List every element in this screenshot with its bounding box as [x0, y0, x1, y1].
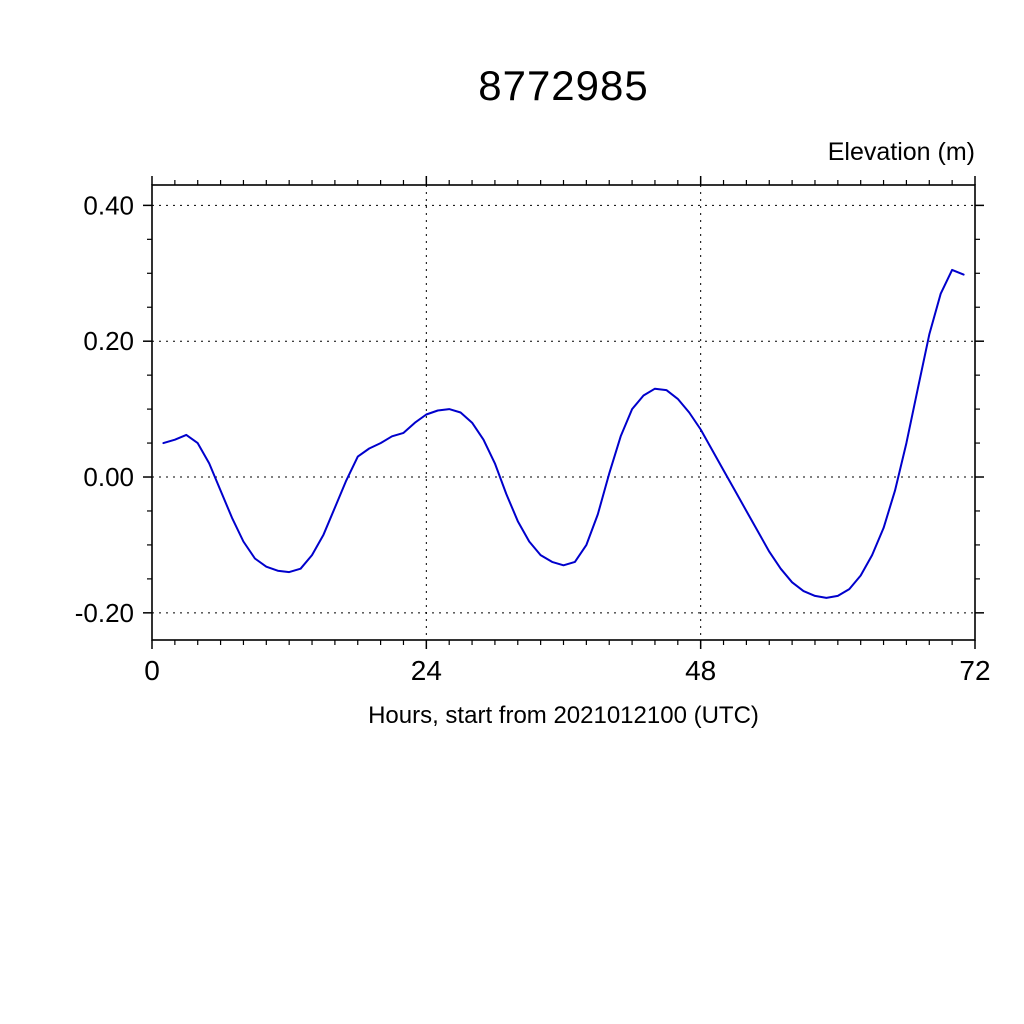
y-tick-label: -0.20: [75, 598, 134, 628]
x-tick-label: 72: [959, 655, 990, 686]
y-tick-label: 0.40: [83, 190, 134, 220]
x-tick-label: 0: [144, 655, 160, 686]
elevation-line: [162, 268, 965, 599]
x-axis-title: Hours, start from 2021012100 (UTC): [368, 702, 759, 729]
x-tick-label: 48: [685, 655, 716, 686]
y-tick-label: 0.20: [83, 326, 134, 356]
chart-title: 8772985: [478, 62, 649, 109]
x-tick-label: 24: [411, 655, 442, 686]
y-tick-label: 0.00: [83, 462, 134, 492]
y-axis-title: Elevation (m): [827, 138, 975, 166]
plot-frame: [151, 184, 976, 641]
